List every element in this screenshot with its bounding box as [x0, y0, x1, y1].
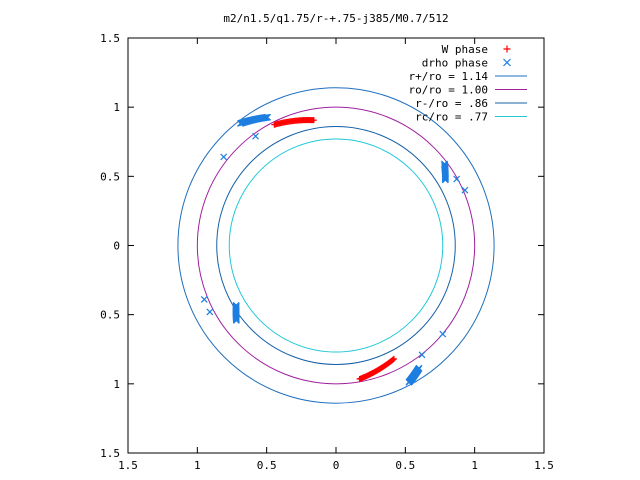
x-tick-label: 0.5: [395, 459, 415, 472]
drho-phase-point: [200, 296, 208, 303]
axis-ticks: 1.5 1 0.5 0 0.5 1 1.51.510.500.511.5: [100, 32, 554, 472]
drho-phase-point: [236, 119, 244, 127]
legend-label: r+/ro = 1.14: [409, 70, 489, 83]
chart-title: m2/n1.5/q1.75/r-+.75-j385/M0.7/512: [223, 12, 448, 25]
legend-marker: [503, 58, 511, 67]
x-tick-label: 0: [333, 459, 340, 472]
circle-line: [216, 126, 456, 365]
legend-label: r-/ro = .86: [415, 97, 488, 110]
legend-label: drho phase: [422, 57, 488, 70]
w-phase-point: [356, 376, 363, 383]
legend-marker: [503, 45, 511, 53]
w-phase-point: [271, 121, 278, 128]
y-tick-label: 0.5: [100, 170, 120, 183]
x-tick-label: 1: [194, 459, 201, 472]
x-tick-label: 1: [471, 459, 478, 472]
drho-phase-point: [206, 308, 214, 316]
drho-phase-point: [439, 330, 447, 338]
y-tick-label: 1: [113, 378, 120, 391]
y-tick-label: 1.5: [100, 447, 120, 460]
legend-label: W phase: [442, 43, 488, 56]
circle-line: [228, 138, 444, 353]
y-tick-label: 1.5: [100, 32, 120, 45]
x-tick-label: 1.5: [118, 459, 138, 472]
drho-phase-point: [252, 132, 259, 140]
drho-phase-point: [232, 317, 240, 324]
reference-circles: [177, 87, 495, 404]
data-points: [200, 113, 469, 386]
drho-phase-point: [441, 160, 448, 168]
y-tick-label: 0: [113, 240, 120, 253]
legend-label: ro/ro = 1.00: [409, 84, 488, 97]
y-tick-label: 1: [113, 101, 120, 114]
x-tick-label: 1.5: [534, 459, 554, 472]
x-tick-label: 0.5: [257, 459, 277, 472]
y-tick-label: 0.5: [100, 309, 120, 322]
circle-line: [177, 87, 495, 404]
drho-phase-point: [461, 186, 469, 194]
legend-label: rc/ro = .77: [415, 111, 488, 124]
drho-phase-point: [405, 378, 413, 386]
drho-phase-point: [220, 153, 228, 161]
drho-phase-point: [453, 175, 461, 183]
circle-line: [196, 106, 476, 385]
drho-phase-point: [418, 351, 426, 359]
